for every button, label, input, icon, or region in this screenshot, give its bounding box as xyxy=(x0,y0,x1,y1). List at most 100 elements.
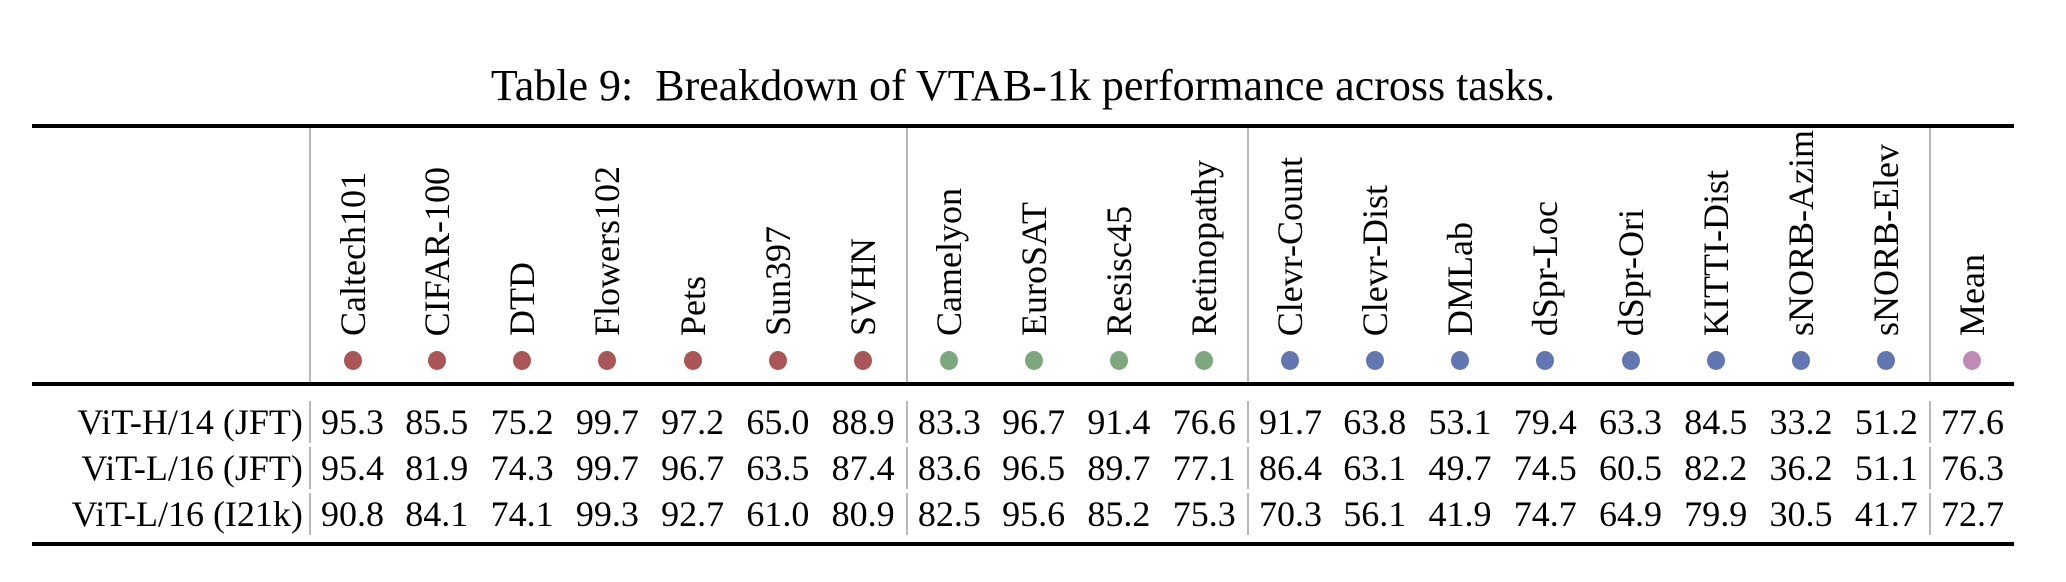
row-label: ViT-L/16 (I21k) xyxy=(71,494,303,534)
value-cell: 74.7 xyxy=(1513,494,1577,534)
column-header-dspr-loc: dSpr-Loc xyxy=(1503,128,1588,382)
value-cell: 88.9 xyxy=(831,402,895,442)
structured-category-dot-icon xyxy=(1706,351,1725,370)
value-cell: 87.4 xyxy=(831,448,895,488)
column-header-flowers102: Flowers102 xyxy=(565,128,650,382)
column-header-camelyon: Camelyon xyxy=(905,128,991,382)
value-cell: 95.6 xyxy=(1002,494,1066,534)
natural-category-dot-icon xyxy=(683,351,702,370)
column-header-label: dSpr-Ori xyxy=(1610,208,1651,336)
value-cell: 84.1 xyxy=(405,494,469,534)
structured-category-dot-icon xyxy=(1281,351,1300,370)
column-header-label: DTD xyxy=(502,262,543,336)
value-cell: 90.8 xyxy=(308,493,394,535)
value-cell: 41.9 xyxy=(1428,494,1492,534)
value-cell: 85.5 xyxy=(405,402,469,442)
column-header-label: Caltech101 xyxy=(332,172,373,336)
value-cell: 33.2 xyxy=(1769,402,1833,442)
value-cell: 82.2 xyxy=(1684,448,1748,488)
structured-category-dot-icon xyxy=(1365,351,1384,370)
value-cell: 81.9 xyxy=(405,448,469,488)
value-cell: 74.5 xyxy=(1513,448,1577,488)
column-header-dtd: DTD xyxy=(479,128,564,382)
column-header-row: Caltech101 CIFAR-100 DTD Flowers102 Pets… xyxy=(32,128,2014,382)
column-header-retinopathy: Retinopathy xyxy=(1162,128,1247,382)
value-cell: 99.3 xyxy=(575,494,639,534)
value-cell: 30.5 xyxy=(1769,494,1833,534)
structured-category-dot-icon xyxy=(1621,351,1640,370)
column-header-pets: Pets xyxy=(650,128,735,382)
table-row: ViT-L/16 (JFT) 95.4 81.9 74.3 99.7 96.7 … xyxy=(32,445,2014,491)
value-cell: 83.6 xyxy=(905,447,991,489)
value-cell: 95.3 xyxy=(308,401,394,443)
column-header-label: Retinopathy xyxy=(1184,160,1225,336)
column-header-label: Clevr-Dist xyxy=(1354,184,1395,336)
value-cell: 61.0 xyxy=(746,494,810,534)
value-cell: 63.3 xyxy=(1599,402,1663,442)
column-header-label: Camelyon xyxy=(929,188,970,336)
value-cell: 49.7 xyxy=(1428,448,1492,488)
value-cell: 75.2 xyxy=(490,402,554,442)
column-header-caltech101: Caltech101 xyxy=(308,128,394,382)
column-header-label: dSpr-Loc xyxy=(1525,200,1566,336)
value-cell: 36.2 xyxy=(1769,448,1833,488)
structured-category-dot-icon xyxy=(1536,351,1555,370)
value-cell: 92.7 xyxy=(661,494,725,534)
value-cell: 96.5 xyxy=(1002,448,1066,488)
mean-value-cell: 77.6 xyxy=(1928,401,2014,443)
value-cell: 86.4 xyxy=(1246,447,1332,489)
mean-value-cell: 72.7 xyxy=(1928,493,2014,535)
column-header-eurosat: EuroSAT xyxy=(991,128,1076,382)
column-header-label: EuroSAT xyxy=(1013,202,1054,336)
column-header-label: sNORB-Elev xyxy=(1866,144,1907,336)
value-cell: 96.7 xyxy=(661,448,725,488)
natural-category-dot-icon xyxy=(427,351,446,370)
column-header-resisc45: Resisc45 xyxy=(1076,128,1161,382)
header-spacer xyxy=(32,128,309,382)
value-cell: 63.5 xyxy=(746,448,810,488)
natural-category-dot-icon xyxy=(513,351,532,370)
mean-category-dot-icon xyxy=(1963,351,1982,370)
column-header-label: Flowers102 xyxy=(587,166,628,336)
column-header-label: Sun397 xyxy=(757,225,798,336)
structured-category-dot-icon xyxy=(1877,351,1896,370)
natural-category-dot-icon xyxy=(598,351,617,370)
value-cell: 83.3 xyxy=(905,401,991,443)
column-header-kitti-dist: KITTI-Dist xyxy=(1673,128,1758,382)
value-cell: 77.1 xyxy=(1172,448,1236,488)
value-cell: 99.7 xyxy=(575,448,639,488)
row-label: ViT-L/16 (JFT) xyxy=(81,448,303,488)
column-header-label: SVHN xyxy=(843,237,884,336)
value-cell: 51.1 xyxy=(1854,448,1918,488)
value-cell: 84.5 xyxy=(1684,402,1748,442)
natural-category-dot-icon xyxy=(343,351,362,370)
value-cell: 91.4 xyxy=(1087,402,1151,442)
value-cell: 63.1 xyxy=(1343,448,1407,488)
value-cell: 56.1 xyxy=(1343,494,1407,534)
row-label: ViT-H/14 (JFT) xyxy=(77,402,303,442)
value-cell: 96.7 xyxy=(1002,402,1066,442)
column-header-clevr-dist: Clevr-Dist xyxy=(1332,128,1417,382)
column-header-svhn: SVHN xyxy=(821,128,906,382)
specialized-category-dot-icon xyxy=(1109,351,1128,370)
value-cell: 79.4 xyxy=(1513,402,1577,442)
mid-rule xyxy=(32,382,2014,386)
top-rule xyxy=(32,124,2014,128)
value-cell: 82.5 xyxy=(905,493,991,535)
column-header-clevr-count: Clevr-Count xyxy=(1246,128,1332,382)
column-header-cifar-100: CIFAR-100 xyxy=(394,128,479,382)
value-cell: 53.1 xyxy=(1428,402,1492,442)
structured-category-dot-icon xyxy=(1792,351,1811,370)
mean-value-cell: 76.3 xyxy=(1928,447,2014,489)
value-cell: 76.6 xyxy=(1172,402,1236,442)
column-header-label: DMLab xyxy=(1439,222,1480,336)
value-cell: 91.7 xyxy=(1246,401,1332,443)
value-cell: 51.2 xyxy=(1854,402,1918,442)
structured-category-dot-icon xyxy=(1450,351,1469,370)
value-cell: 97.2 xyxy=(661,402,725,442)
value-cell: 75.3 xyxy=(1172,494,1236,534)
natural-category-dot-icon xyxy=(854,351,873,370)
value-cell: 63.8 xyxy=(1343,402,1407,442)
column-header-label: sNORB-Azim xyxy=(1781,130,1822,336)
